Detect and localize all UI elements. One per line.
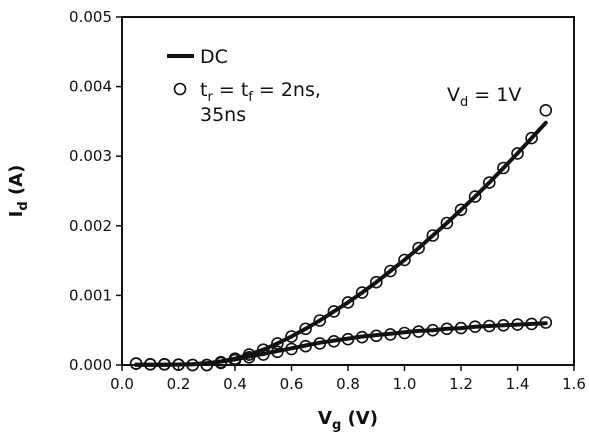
legend-pulse-marker-icon <box>173 82 187 96</box>
pulse-marker <box>525 317 538 331</box>
dc-curve-1 <box>134 321 548 367</box>
pulse-marker <box>539 104 553 117</box>
x-tick-label: 1.6 <box>562 375 586 393</box>
pulse-marker <box>426 229 440 242</box>
pulse-marker <box>369 275 383 289</box>
pulse-marker <box>313 314 327 327</box>
x-tick-label: 0.8 <box>336 375 360 393</box>
pulse-marker <box>384 264 397 278</box>
pulse-marker <box>426 323 440 337</box>
pulse-marker <box>271 337 284 350</box>
pulse-marker <box>497 318 510 332</box>
pulse-marker <box>341 296 355 309</box>
pulse-marker <box>158 357 171 371</box>
y-tick-label: 0.004 <box>69 78 112 96</box>
pulse-marker <box>511 318 524 331</box>
series-layer <box>129 104 553 372</box>
pulse-marker <box>369 329 383 343</box>
pulse-marker <box>497 161 510 175</box>
pulse-marker <box>440 322 454 336</box>
pulse-marker <box>454 321 468 335</box>
pulse-marker <box>271 345 284 359</box>
y-tick-label: 0.002 <box>69 217 112 235</box>
pulse-marker <box>144 357 157 371</box>
pulse-marker <box>482 319 496 333</box>
legend-pulse-label-line2: 35ns <box>200 104 246 126</box>
pulse-marker <box>440 216 454 230</box>
plot-frame <box>121 16 575 366</box>
pulse-marker <box>341 332 355 346</box>
pulse-marker <box>299 322 312 336</box>
legend: DC tr = tf = 2ns, 35ns <box>167 46 321 126</box>
x-tick-label: 0.4 <box>223 375 247 393</box>
y-axis-title: Id (A) <box>6 165 31 218</box>
pulse-marker <box>525 131 538 145</box>
y-tick-label: 0.000 <box>69 356 112 374</box>
pulse-marker <box>299 339 312 353</box>
pulse-marker <box>228 353 242 367</box>
pulse-marker <box>327 305 341 318</box>
pulse-marker <box>285 342 298 356</box>
vd-annotation: Vd = 1V <box>447 84 521 110</box>
pulse-marker <box>242 350 256 364</box>
pulse-marker <box>214 356 228 370</box>
pulse-marker <box>384 328 397 341</box>
x-tick-label: 0.0 <box>110 375 134 393</box>
pulse-marker <box>313 337 327 350</box>
pulse-marker <box>327 334 341 348</box>
pulse-marker <box>468 320 482 334</box>
pulse-marker <box>511 147 524 160</box>
x-axis-title: Vg (V) <box>318 408 378 433</box>
y-tick-label: 0.003 <box>69 147 112 165</box>
pulse-marker <box>355 286 369 299</box>
pulse-marker <box>412 325 425 338</box>
legend-dc-label: DC <box>200 46 228 68</box>
x-tick-label: 0.6 <box>280 375 304 393</box>
pulse-marker <box>256 348 270 361</box>
pulse-marker <box>398 253 411 267</box>
pulse-marker <box>412 241 425 255</box>
pulse-marker <box>355 330 369 344</box>
pulse-marker <box>186 358 199 372</box>
x-tick-label: 1.0 <box>393 375 417 393</box>
pulse-marker <box>172 358 185 372</box>
x-tick-label: 0.2 <box>167 375 191 393</box>
pulse-marker <box>468 190 482 203</box>
legend-pulse-label: tr = tf = 2ns, <box>200 79 321 105</box>
pulse-marker <box>200 358 214 372</box>
pulse-marker <box>129 357 143 370</box>
x-tick-label: 1.2 <box>449 375 473 393</box>
pulse-marker <box>539 316 553 329</box>
pulse-marker <box>256 343 270 357</box>
y-axis: 0.000 0.001 0.002 0.003 0.004 0.005 <box>69 8 122 374</box>
y-tick-label: 0.001 <box>69 286 112 304</box>
pulse-marker <box>285 330 298 343</box>
x-axis: 0.0 0.2 0.4 0.6 0.8 1.0 1.2 1.4 1.6 <box>110 365 586 393</box>
pulse-marker <box>454 203 468 217</box>
pulse-marker <box>398 326 411 340</box>
y-tick-label: 0.005 <box>69 8 112 26</box>
x-tick-label: 1.4 <box>506 375 530 393</box>
pulse-marker <box>482 176 496 189</box>
